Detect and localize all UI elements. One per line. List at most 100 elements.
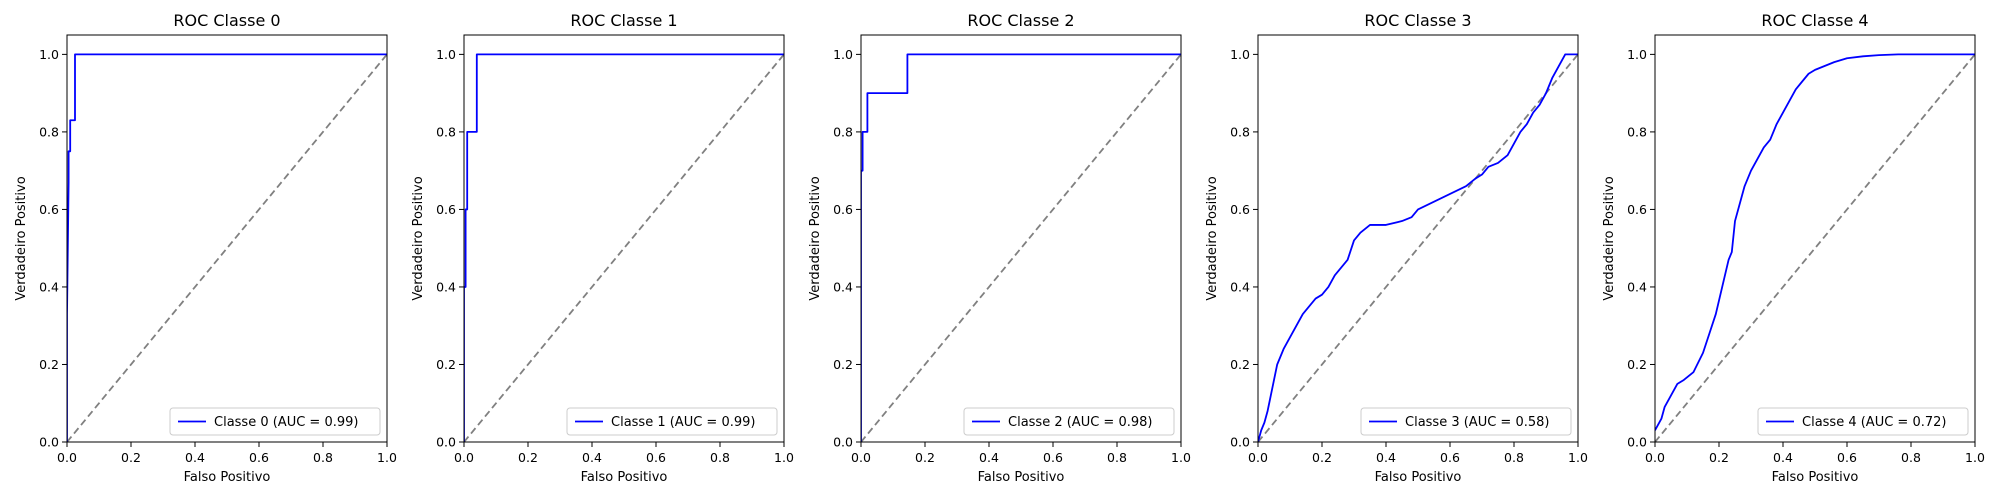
x-tick-label: 0.8 [1504,450,1524,465]
x-tick-label: 0.4 [582,450,602,465]
y-tick-label: 0.2 [436,357,456,372]
y-tick-label: 0.6 [1230,202,1250,217]
legend-box [1757,407,1969,436]
x-tick-label: 0.6 [1043,450,1063,465]
x-tick-label: 0.6 [1837,450,1857,465]
y-tick-label: 0.8 [1230,124,1250,139]
x-tick-label: 0.8 [1107,450,1127,465]
y-tick-label: 0.4 [1230,279,1250,294]
x-tick-label: 0.2 [1709,450,1729,465]
roc-panel-3: ROC Classe 3 0.0 0.2 0.4 0.6 0.8 1.0 0.0 0.2 0.4 0… [1205,11,1588,485]
x-tick-label: 0.0 [1645,450,1665,465]
x-axis-label: Falso Positivo [978,470,1065,485]
legend-box [1360,407,1572,436]
chart-title: ROC Classe 3 [1364,11,1471,30]
y-tick-label: 0.2 [833,357,853,372]
y-tick-label: 0.0 [1627,435,1647,450]
roc-curve-line [1258,53,1578,442]
reference-diagonal-line [67,53,387,442]
x-axis-label: Falso Positivo [581,470,668,485]
y-tick-label: 1.0 [833,47,853,62]
chart-title: ROC Classe 0 [173,11,280,30]
x-tick-label: 0.2 [1312,450,1332,465]
reference-diagonal-line [861,53,1181,442]
x-tick-label: 0.0 [851,450,871,465]
y-tick-label: 0.4 [436,279,456,294]
y-tick-label: 0.4 [1627,279,1647,294]
y-tick-label: 1.0 [436,47,456,62]
x-tick-label: 0.8 [1901,450,1921,465]
plot-frame [1654,34,1976,443]
x-tick-label: 0.6 [1440,450,1460,465]
x-tick-label: 1.0 [1568,450,1588,465]
roc-curve-line [1655,53,1975,431]
reference-diagonal-line [1258,53,1578,442]
legend-entry: Classe 0 (AUC = 0.99) [214,415,358,430]
y-tick-label: 1.0 [1230,47,1250,62]
y-tick-label: 0.0 [39,435,59,450]
y-tick-label: 0.2 [39,357,59,372]
legend-box [963,407,1175,436]
y-axis-label: Verdadeiro Positivo [14,176,29,300]
y-tick-label: 0.0 [833,435,853,450]
reference-diagonal-line [1655,53,1975,442]
roc-panel-1: ROC Classe 1 0.0 0.2 0.4 0.6 0.8 1.0 0.0 0.2 0.4 0… [411,11,794,485]
x-tick-label: 1.0 [377,450,397,465]
y-tick-label: 0.6 [39,202,59,217]
x-tick-label: 0.4 [979,450,999,465]
roc-curve-line [464,53,784,442]
y-tick-label: 0.8 [1627,124,1647,139]
x-tick-label: 1.0 [1965,450,1985,465]
y-tick-label: 0.2 [1230,357,1250,372]
legend-box [566,407,778,436]
y-tick-label: 0.0 [436,435,456,450]
y-axis-label: Verdadeiro Positivo [808,176,823,300]
plot-frame [66,34,388,443]
roc-panel-2: ROC Classe 2 0.0 0.2 0.4 0.6 0.8 1.0 0.0 0.2 0.4 0… [808,11,1191,485]
reference-diagonal-line [464,53,784,442]
chart-title: ROC Classe 1 [570,11,677,30]
y-tick-label: 0.4 [833,279,853,294]
y-tick-label: 0.8 [39,124,59,139]
x-tick-label: 0.0 [454,450,474,465]
x-tick-label: 0.6 [646,450,666,465]
y-axis-label: Verdadeiro Positivo [1602,176,1617,300]
x-tick-label: 1.0 [1171,450,1191,465]
x-tick-label: 0.4 [1773,450,1793,465]
y-tick-label: 0.8 [833,124,853,139]
legend-box [169,407,381,436]
plot-frame [463,34,785,443]
y-axis-label: Verdadeiro Positivo [1205,176,1220,300]
legend-entry: Classe 4 (AUC = 0.72) [1802,415,1946,430]
legend-entry: Classe 3 (AUC = 0.58) [1405,415,1549,430]
y-tick-label: 0.6 [833,202,853,217]
roc-panel-0: ROC Classe 0 0.0 0.2 0.4 0.6 0.8 1.0 0.0 0.2 0.4 0… [14,11,397,485]
legend-entry: Classe 1 (AUC = 0.99) [611,415,755,430]
legend-entry: Classe 2 (AUC = 0.98) [1008,415,1152,430]
x-tick-label: 0.2 [915,450,935,465]
roc-panel-4: ROC Classe 4 0.0 0.2 0.4 0.6 0.8 1.0 0.0 0.2 0.4 0… [1602,11,1985,485]
x-tick-label: 0.0 [57,450,77,465]
y-tick-label: 0.4 [39,279,59,294]
roc-curve-line [861,53,1181,442]
x-tick-label: 0.8 [313,450,333,465]
chart-title: ROC Classe 4 [1761,11,1868,30]
x-tick-label: 0.8 [710,450,730,465]
y-axis-label: Verdadeiro Positivo [411,176,426,300]
y-tick-label: 0.8 [436,124,456,139]
x-tick-label: 1.0 [774,450,794,465]
roc-curve-line [67,53,387,442]
x-axis-label: Falso Positivo [184,470,271,485]
x-axis-label: Falso Positivo [1375,470,1462,485]
plot-frame [1257,34,1579,443]
y-tick-label: 0.0 [1230,435,1250,450]
x-tick-label: 0.2 [518,450,538,465]
y-tick-label: 0.2 [1627,357,1647,372]
x-axis-label: Falso Positivo [1772,470,1859,485]
x-tick-label: 0.4 [1376,450,1396,465]
x-tick-label: 0.4 [185,450,205,465]
y-tick-label: 1.0 [1627,47,1647,62]
y-tick-label: 0.6 [436,202,456,217]
x-tick-label: 0.0 [1248,450,1268,465]
